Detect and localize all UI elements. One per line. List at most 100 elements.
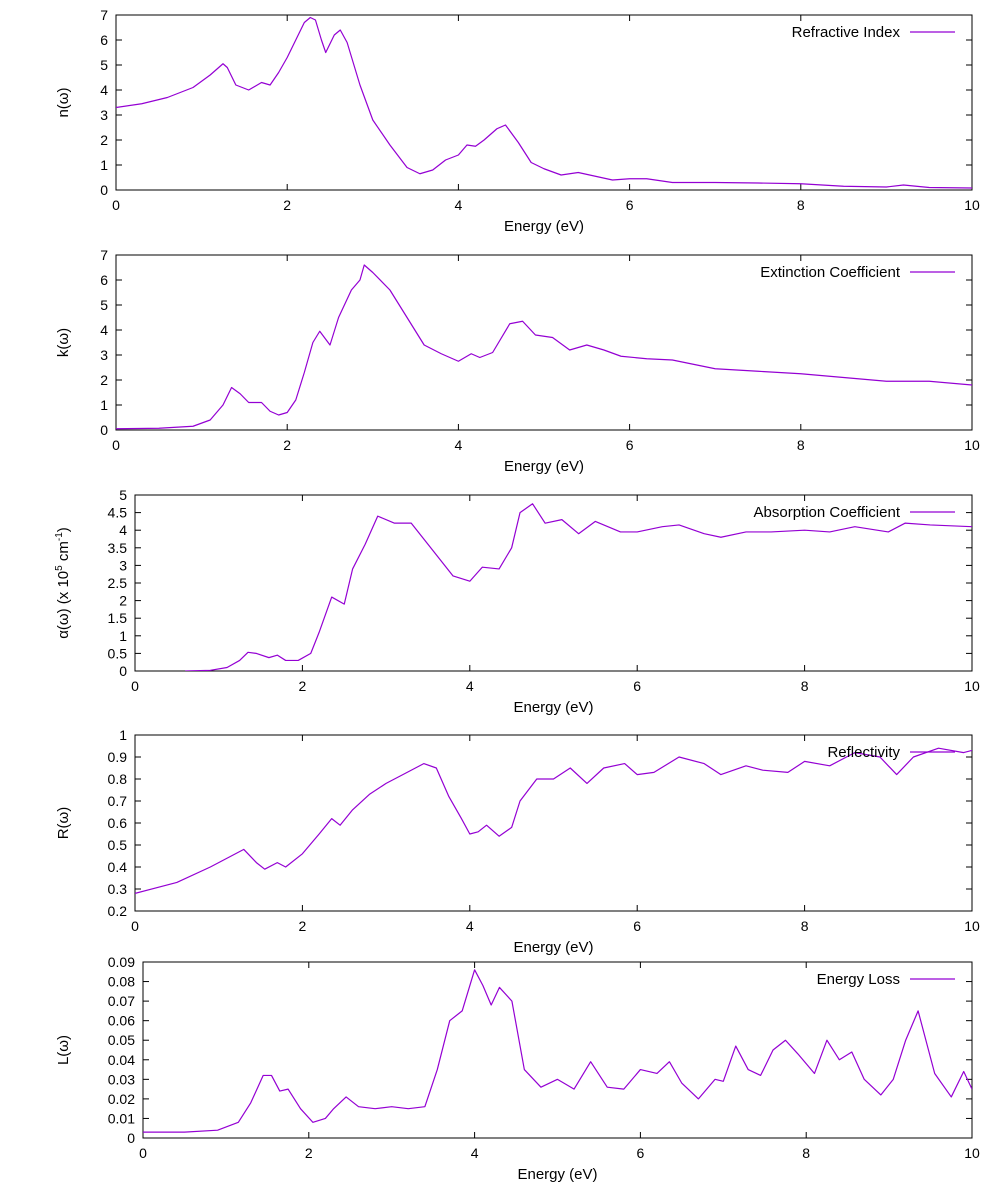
x-tick-label: 6 bbox=[626, 437, 634, 453]
y-tick-label: 3 bbox=[100, 107, 108, 123]
y-axis-label: α(ω) (x 105 cm-1) bbox=[54, 527, 72, 639]
y-tick-label: 0.3 bbox=[108, 881, 128, 897]
y-axis-label: n(ω) bbox=[55, 87, 72, 117]
y-axis-label-part: 5 bbox=[54, 565, 65, 571]
x-tick-label: 10 bbox=[964, 918, 980, 934]
x-tick-label: 8 bbox=[797, 197, 805, 213]
x-tick-label: 6 bbox=[633, 918, 641, 934]
y-tick-label: 5 bbox=[119, 487, 127, 503]
y-axis-label-part: ) bbox=[55, 527, 72, 532]
y-tick-label: 3 bbox=[100, 347, 108, 363]
x-tick-label: 4 bbox=[466, 918, 474, 934]
y-tick-label: 0.03 bbox=[108, 1071, 135, 1087]
y-tick-label: 0.01 bbox=[108, 1110, 135, 1126]
y-tick-label: 2 bbox=[119, 593, 127, 609]
series-line bbox=[135, 747, 972, 894]
y-tick-label: 0.8 bbox=[108, 771, 128, 787]
y-tick-label: 5 bbox=[100, 57, 108, 73]
x-tick-label: 10 bbox=[964, 1145, 980, 1161]
y-tick-label: 0.9 bbox=[108, 749, 128, 765]
series-line bbox=[185, 503, 972, 671]
y-tick-label: 0 bbox=[100, 182, 108, 198]
plot-frame bbox=[115, 14, 973, 191]
x-tick-label: 4 bbox=[466, 678, 474, 694]
y-tick-label: 1 bbox=[100, 397, 108, 413]
y-axis-label: L(ω) bbox=[55, 1035, 72, 1065]
y-tick-label: 7 bbox=[100, 247, 108, 263]
x-tick-label: 0 bbox=[131, 678, 139, 694]
y-axis-label-part: -1 bbox=[54, 532, 65, 541]
x-tick-label: 10 bbox=[964, 197, 980, 213]
y-tick-label: 1 bbox=[119, 628, 127, 644]
x-tick-label: 6 bbox=[637, 1145, 645, 1161]
y-tick-label: 0.4 bbox=[108, 859, 128, 875]
y-tick-label: 0.5 bbox=[108, 837, 128, 853]
x-tick-label: 2 bbox=[305, 1145, 313, 1161]
legend-label: Reflectivity bbox=[827, 744, 900, 761]
y-tick-label: 0.08 bbox=[108, 974, 135, 990]
y-axis-label: k(ω) bbox=[55, 328, 72, 357]
x-tick-label: 0 bbox=[139, 1145, 147, 1161]
y-tick-label: 1 bbox=[119, 727, 127, 743]
y-tick-label: 0.06 bbox=[108, 1013, 135, 1029]
y-tick-label: 0.5 bbox=[108, 645, 128, 661]
y-tick-label: 0.04 bbox=[108, 1052, 135, 1068]
x-tick-label: 2 bbox=[299, 918, 307, 934]
x-tick-label: 8 bbox=[802, 1145, 810, 1161]
x-axis-label: Energy (eV) bbox=[504, 218, 584, 235]
plot-frame bbox=[142, 961, 973, 1139]
y-tick-label: 2 bbox=[100, 132, 108, 148]
x-tick-label: 8 bbox=[801, 918, 809, 934]
legend-label: Extinction Coefficient bbox=[760, 264, 901, 281]
y-tick-label: 3 bbox=[119, 557, 127, 573]
plot-frame bbox=[134, 734, 973, 912]
y-tick-label: 0.6 bbox=[108, 815, 128, 831]
y-tick-label: 0.05 bbox=[108, 1032, 135, 1048]
y-tick-label: 0 bbox=[119, 663, 127, 679]
x-tick-label: 10 bbox=[964, 437, 980, 453]
x-tick-label: 10 bbox=[964, 678, 980, 694]
x-tick-label: 2 bbox=[299, 678, 307, 694]
x-tick-label: 4 bbox=[455, 197, 463, 213]
legend-label: Absorption Coefficient bbox=[754, 504, 901, 521]
y-tick-label: 0 bbox=[127, 1130, 135, 1146]
x-tick-label: 4 bbox=[455, 437, 463, 453]
y-axis-label: R(ω) bbox=[55, 807, 72, 840]
y-axis-label-part: α(ω) (x 10 bbox=[55, 571, 72, 639]
y-tick-label: 7 bbox=[100, 7, 108, 23]
y-tick-label: 4 bbox=[119, 522, 127, 538]
series-line bbox=[116, 16, 972, 189]
legend-label: Energy Loss bbox=[817, 971, 900, 988]
y-tick-label: 0.02 bbox=[108, 1091, 135, 1107]
y-tick-label: 6 bbox=[100, 32, 108, 48]
y-tick-label: 3.5 bbox=[108, 540, 128, 556]
plot-frame bbox=[115, 254, 973, 431]
x-tick-label: 4 bbox=[471, 1145, 479, 1161]
y-tick-label: 4.5 bbox=[108, 505, 128, 521]
x-tick-label: 0 bbox=[131, 918, 139, 934]
energy-loss-chart: 0 2 4 6 8 10 0 0.01 0.02 0.03 0.04 0.05 0.06 0.07 0.08… bbox=[55, 954, 980, 1183]
x-axis-label: Energy (eV) bbox=[513, 699, 593, 716]
y-tick-label: 0.7 bbox=[108, 793, 128, 809]
x-tick-label: 6 bbox=[633, 678, 641, 694]
reflectivity-chart: 0 2 4 6 8 10 0.2 0.3 0.4 0.5 0.6 0.7 0.8 0.9 1 Energy (… bbox=[55, 727, 980, 956]
series-line bbox=[116, 264, 972, 430]
y-tick-label: 0.09 bbox=[108, 954, 135, 970]
y-tick-label: 0.2 bbox=[108, 903, 128, 919]
series-line bbox=[143, 969, 972, 1133]
y-tick-label: 6 bbox=[100, 272, 108, 288]
y-tick-label: 1 bbox=[100, 157, 108, 173]
x-axis-label: Energy (eV) bbox=[504, 458, 584, 475]
x-tick-label: 2 bbox=[283, 197, 291, 213]
x-tick-label: 2 bbox=[283, 437, 291, 453]
x-tick-label: 0 bbox=[112, 197, 120, 213]
y-axis-label-part: cm bbox=[55, 541, 72, 565]
extinction-coefficient-chart: 0 2 4 6 8 10 0 1 2 3 4 5 6 7 Energy (eV) k(ω) Extinction… bbox=[55, 247, 980, 475]
x-axis-label: Energy (eV) bbox=[513, 939, 593, 956]
x-tick-label: 8 bbox=[797, 437, 805, 453]
y-tick-label: 0 bbox=[100, 422, 108, 438]
x-tick-label: 6 bbox=[626, 197, 634, 213]
y-tick-label: 0.07 bbox=[108, 993, 135, 1009]
